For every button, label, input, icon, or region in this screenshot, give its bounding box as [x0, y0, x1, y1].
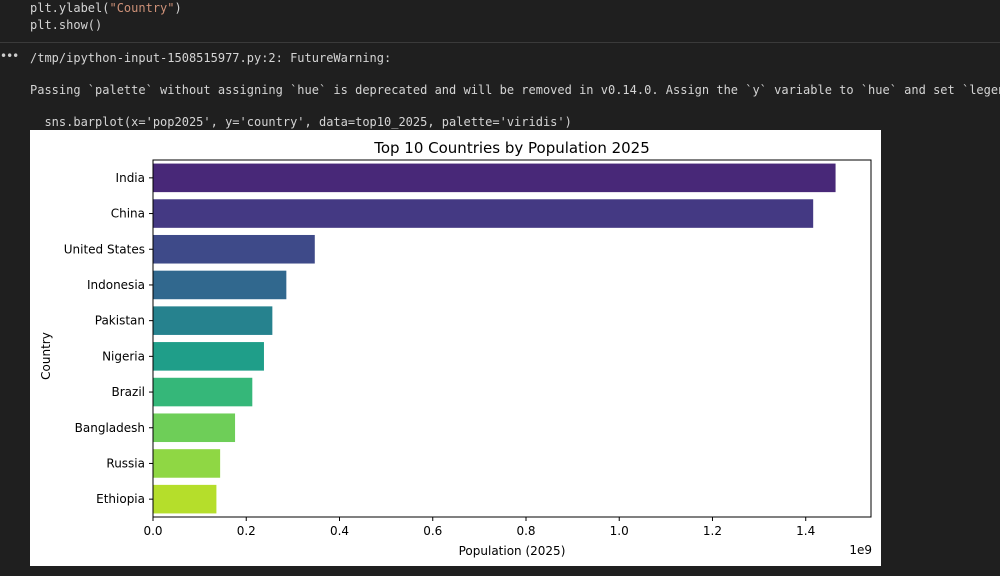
- y-tick-label: Ethiopia: [96, 492, 145, 506]
- chart-title: Top 10 Countries by Population 2025: [373, 139, 650, 157]
- y-tick-label: India: [116, 171, 145, 185]
- bar-china: [153, 199, 814, 228]
- warning-message: Passing `palette` without assigning `hue…: [30, 83, 1000, 97]
- code-token: plt.show(): [30, 18, 103, 32]
- warning-code: sns.barplot(x='pop2025', y='country', da…: [30, 115, 572, 129]
- x-tick-label: 0.0: [143, 524, 162, 538]
- output-menu-icon[interactable]: •••: [0, 49, 19, 63]
- y-tick-label: Pakistan: [95, 314, 145, 328]
- code-cell[interactable]: plt.ylabel("Country") plt.show(): [0, 0, 1000, 40]
- x-offset-label: 1e9: [849, 543, 872, 557]
- code-string: "Country": [109, 1, 175, 15]
- x-tick-label: 1.0: [610, 524, 629, 538]
- code-token: plt.ylabel(: [30, 1, 110, 15]
- x-tick-label: 1.4: [796, 524, 815, 538]
- x-ticks-group: 0.0 0.2 0.4 0.6 0.8 1.0 1.2 1.4: [143, 517, 815, 538]
- plot-axes-frame: [152, 159, 872, 518]
- bar-pakistan: [153, 306, 273, 335]
- x-tick-label: 1.2: [703, 524, 722, 538]
- y-tick-label: Brazil: [112, 385, 146, 399]
- cell-divider: [0, 42, 1000, 43]
- plot-image: Top 10 Countries by Population 2025 Coun…: [30, 130, 881, 566]
- bar-brazil: [153, 377, 253, 407]
- code-token: ): [174, 1, 182, 15]
- y-tick-label: United States: [64, 242, 145, 256]
- warning-header: /tmp/ipython-input-1508515977.py:2: Futu…: [30, 51, 392, 65]
- bar-nigeria: [153, 342, 264, 371]
- y-tick-label: Nigeria: [102, 349, 145, 363]
- y-tick-label: Bangladesh: [75, 421, 145, 435]
- bar-india: [153, 163, 836, 193]
- x-tick-label: 0.6: [423, 524, 442, 538]
- x-tick-label: 0.4: [330, 524, 349, 538]
- bar-russia: [153, 449, 221, 478]
- bar-chart: Top 10 Countries by Population 2025 Coun…: [39, 139, 872, 558]
- bar-ethiopia: [153, 484, 217, 514]
- x-axis-label: Population (2025): [459, 544, 566, 558]
- bars-group: [153, 163, 836, 514]
- bar-bangladesh: [153, 413, 236, 443]
- y-axis-label: Country: [39, 332, 53, 380]
- x-tick-label: 0.2: [237, 524, 256, 538]
- bar-united-states: [153, 234, 315, 264]
- code-line-2: plt.show(): [30, 17, 102, 33]
- code-line-1: plt.ylabel("Country"): [30, 0, 182, 16]
- bar-indonesia: [153, 270, 287, 300]
- y-ticks-group: India China United States Indonesia Pakistan…: [64, 171, 153, 506]
- y-tick-label: Indonesia: [87, 278, 145, 292]
- y-tick-label: Russia: [106, 456, 145, 470]
- y-tick-label: China: [111, 207, 145, 221]
- x-tick-label: 0.8: [516, 524, 535, 538]
